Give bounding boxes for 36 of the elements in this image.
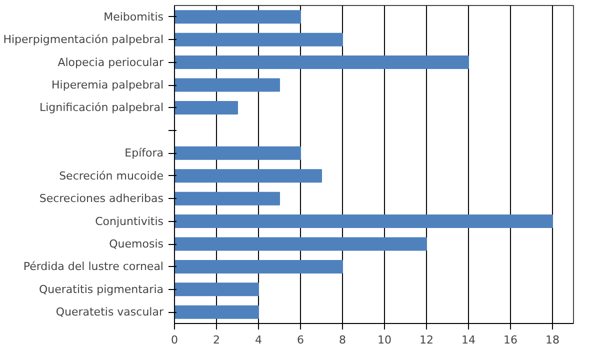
x-tick-label: 8 [339,334,346,346]
x-tick-label: 16 [504,334,518,346]
bar [174,282,259,296]
bar [174,78,280,92]
bar [174,146,301,160]
x-tick-label: 0 [171,334,178,346]
x-tick-label: 14 [462,334,476,346]
x-tick-label: 2 [213,334,220,346]
y-tick-label: Secreciones adheribas [39,192,164,206]
x-tick-label: 6 [297,334,304,346]
x-tick-label: 18 [546,334,560,346]
y-tick-label: Secreción mucoide [59,169,164,182]
y-tick-label: Lignificación palpebral [39,101,164,114]
y-tick-label: Queratetis vascular [56,306,164,319]
x-tick-label: 12 [420,334,434,346]
bar [174,192,280,206]
y-tick-label: Quemosis [109,238,164,250]
bar [174,100,238,114]
bar [174,260,343,274]
y-tick-label: Hiperpigmentación palpebral [3,33,164,46]
bar [174,305,259,319]
y-tick-label: Hiperemia palpebral [52,78,164,92]
x-tick-label: 4 [255,334,262,346]
bar [174,214,553,228]
y-tick-label: Conjuntivitis [95,214,164,228]
y-tick-label: Alopecia periocular [58,56,164,69]
bar [174,169,322,183]
y-tick-label: Queratitis pigmentaria [39,282,164,296]
bar [174,56,469,70]
y-tick-label: Pérdida del lustre corneal [23,260,164,274]
y-tick-label: Meibomitis [104,10,164,24]
bar [174,10,301,24]
x-tick-label: 10 [378,334,392,346]
bar [174,32,343,46]
bar [174,237,427,251]
y-tick-label: Epífora [124,146,164,160]
